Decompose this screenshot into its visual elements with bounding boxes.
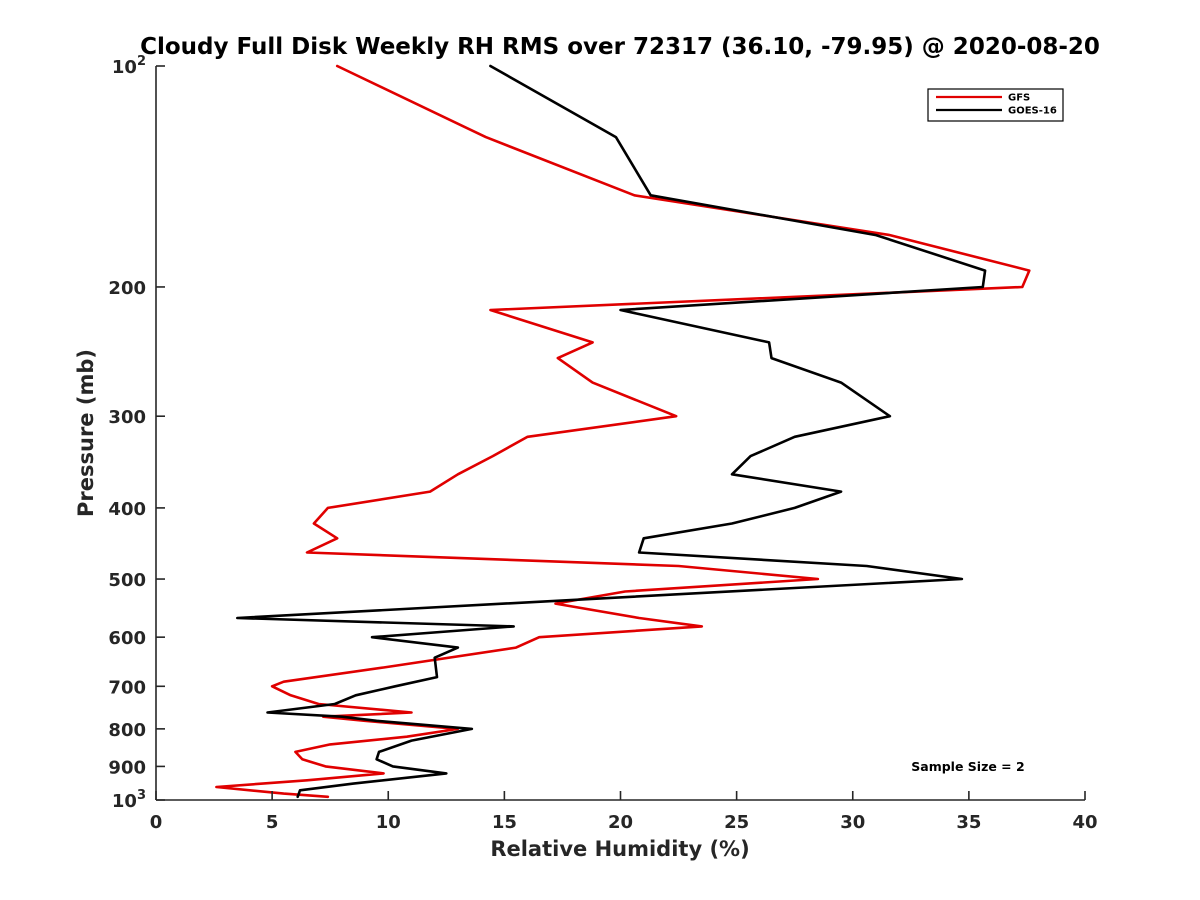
legend-label-goes16: GOES-16 <box>1008 106 1057 117</box>
y-tick-label: 200 <box>108 278 146 299</box>
y-axis-label: Pressure (mb) <box>74 349 98 517</box>
x-tick-label: 5 <box>266 812 279 833</box>
chart-legend: GFS GOES-16 <box>927 88 1064 122</box>
x-tick-label: 0 <box>150 812 163 833</box>
y-tick-label: 400 <box>108 499 146 520</box>
y-tick-label: 900 <box>108 757 146 778</box>
legend-label-gfs: GFS <box>1008 93 1030 104</box>
x-tick-label: 25 <box>724 812 749 833</box>
y-tick-label: 500 <box>108 570 146 591</box>
x-tick-label: 20 <box>608 812 633 833</box>
x-tick-label: 10 <box>376 812 401 833</box>
legend-box <box>927 88 1064 122</box>
sample-size-annotation: Sample Size = 2 <box>911 759 1024 774</box>
y-tick-label: 600 <box>108 628 146 649</box>
x-axis-label: Relative Humidity (%) <box>490 837 749 861</box>
series-line-goes16 <box>236 64 987 799</box>
axis-ticks: 0 5 10 15 20 25 30 35 40102200300400500600700800… <box>108 54 1097 833</box>
x-tick-label: 40 <box>1072 812 1097 833</box>
y-tick-label: 800 <box>108 720 146 741</box>
x-tick-label: 15 <box>492 812 517 833</box>
y-tick-label: 700 <box>108 677 146 698</box>
chart-title: Cloudy Full Disk Weekly RH RMS over 7231… <box>140 34 1100 60</box>
x-tick-label: 35 <box>956 812 981 833</box>
x-tick-label: 30 <box>840 812 865 833</box>
plot-series <box>215 64 1031 799</box>
series-line-gfs <box>215 64 1031 799</box>
y-tick-label: 300 <box>108 407 146 428</box>
